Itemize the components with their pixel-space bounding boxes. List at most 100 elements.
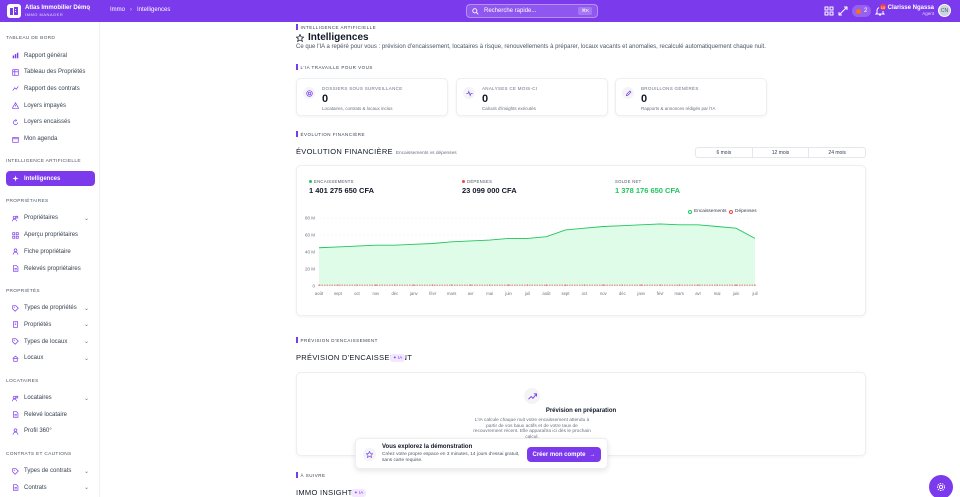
kpi-label-solde: SOLDE NET [615,179,642,184]
sidebar-item-tableau-des-proprietes[interactable]: Tableau des Propriétés [6,65,95,80]
depenses-point [678,284,680,286]
sidebar-item-label: Intelligences [24,175,61,182]
sidebar-item-label: Profil 360° [24,428,52,435]
app-logo[interactable] [7,4,21,18]
sidebar-item-types-de-proprietes[interactable]: Types de propriétés ⌄ [6,301,95,316]
brand-subtitle: IMMO MANAGER [25,12,64,17]
section-label-finance: ÉVOLUTION FINANCIÈRE [296,131,365,137]
depenses-point [754,284,756,286]
sidebar-item-rapport-general[interactable]: Rapport général [6,48,95,63]
x-tick-label: janv [409,291,419,296]
sidebar-item-label: Types de locaux [24,338,68,345]
breadcrumb-item-current: Intelligences [137,7,171,13]
sidebar-item-locataires[interactable]: Locataires ⌄ [6,391,95,406]
period-24-months[interactable]: 24 mois [828,149,846,156]
chevron-down-icon[interactable]: ⌄ [83,468,89,475]
calendar-icon [12,136,19,143]
chevron-down-icon[interactable]: ⌄ [83,322,89,329]
sidebar-item-types-de-locaux[interactable]: Types de locaux ⌄ [6,334,95,349]
sidebar-item-label: Relevé locataire [24,411,68,418]
depenses-point [735,284,737,286]
depenses-point [526,284,529,286]
kpi-value-depenses: 23 099 000 CFA [462,186,517,195]
insights-title: IMMO INSIGHTS [296,488,358,497]
x-tick-label: juin [504,291,512,296]
create-account-button[interactable]: Créer mon compte → [527,447,601,462]
alert-icon [12,102,19,109]
chevron-down-icon[interactable]: ⌄ [83,485,89,492]
sidebar-item-loyers-encaisses[interactable]: Loyers encaissés [6,115,95,130]
encaissements-line [318,223,756,249]
top-bar: Atlas Immobilier Démo IMMO MANAGER ‹ Imm… [0,0,960,22]
kpi-label: ANALYSES CE MOIS-CI [482,86,538,91]
chevron-down-icon[interactable]: ⌄ [83,395,89,402]
star-icon [363,448,376,461]
sidebar-item-rapport-des-contrats[interactable]: Rapport des contrats [6,81,95,96]
sidebar-item-intelligences[interactable]: Intelligences [6,171,95,187]
kpi-value: 0 [482,93,489,105]
finance-subtitle: Encaissements vs dépenses [395,151,457,156]
document-icon [12,484,19,491]
chevron-down-icon[interactable]: ⌄ [83,339,89,346]
user-icon [12,428,19,435]
x-tick-label: avr [468,291,474,296]
legend-depenses[interactable]: Dépenses [729,209,757,214]
apps-grid-icon[interactable] [824,6,834,16]
sidebar-item-label: Contrats [24,484,47,491]
kpi-value-solde: 1 378 176 650 CFA [615,186,681,195]
avatar[interactable]: CN [938,4,951,17]
user-menu[interactable]: Clarisse Ngassa Agent [888,5,934,16]
finance-title: ÉVOLUTION FINANCIÈRE Encaissements vs dép… [296,147,457,156]
sidebar-item-types-de-contrats[interactable]: Types de contrats ⌄ [6,464,95,479]
home-icon [12,355,19,362]
sidebar-item-proprietaires[interactable]: Propriétaires ⌄ [6,211,95,226]
chevron-down-icon[interactable]: ⌄ [83,305,89,312]
trend-up-icon [524,388,540,404]
bell-badge: 10 [879,3,887,11]
page-description: Ce que l'IA a repéré pour vous : prévisi… [296,44,766,50]
chevron-down-icon[interactable]: ⌄ [83,215,89,222]
sparkle-icon [12,175,19,182]
sidebar-item-releve-locataire[interactable]: Relevé locataire [6,407,95,422]
sidebar-item-profil-360[interactable]: Profil 360° [6,424,95,439]
period-12-months[interactable]: 12 mois [753,148,810,157]
breadcrumb-item-immo[interactable]: Immo [110,7,125,13]
sidebar-item-contrats[interactable]: Contrats ⌄ [6,480,95,495]
sidebar-item-fiche-proprietaire[interactable]: Fiche propriétaire [6,244,95,259]
sidebar-item-locaux[interactable]: Locaux ⌄ [6,351,95,366]
chevron-down-icon[interactable]: ⌄ [83,355,89,362]
trend-icon [12,85,19,92]
breadcrumb-separator: › [130,7,132,13]
sidebar-item-apercu-proprietaires[interactable]: Aperçu propriétaires [6,228,95,243]
sidebar-item-label: Propriétés [24,321,52,328]
sidebar-item-label: Fiche propriétaire [24,248,71,255]
depenses-point [318,284,320,286]
x-tick-label: févr [657,291,665,296]
sidebar-item-loyers-impayes[interactable]: Loyers impayés [6,98,95,113]
sidebar-item-label: Locaux [24,355,44,362]
sidebar-item-proprietes[interactable]: Propriétés ⌄ [6,317,95,332]
collapse-sidebar-icon[interactable]: ‹ [88,6,91,13]
x-tick-label: nov [372,291,380,296]
sidebar-item-label: Rapport des contrats [24,85,80,92]
search-input[interactable]: Recherche rapide... ⌘K [466,4,598,18]
depenses-point [583,284,585,286]
x-tick-label: janv [636,291,646,296]
period-6-months[interactable]: 6 mois [696,148,753,157]
depenses-point [697,284,699,286]
arrow-right-icon: → [589,451,596,458]
notifications-pill[interactable]: 2 [852,5,872,17]
user-name: Clarisse Ngassa [887,5,934,11]
kpi-label-encaissements: ENCAISSEMENTS [309,179,354,184]
refresh-icon [12,118,19,126]
legend-encaissements[interactable]: Encaissements [688,209,727,214]
depenses-point [470,284,472,286]
sidebar-item-label: Aperçu propriétaires [24,232,79,239]
sidebar-item-mon-agenda[interactable]: Mon agenda [6,132,95,147]
sidebar-item-releves-proprietaires[interactable]: Relevés propriétaires [6,261,95,276]
x-tick-label: oct [354,291,360,296]
x-tick-label: août [315,291,324,296]
fullscreen-icon[interactable] [838,6,848,16]
settings-fab[interactable] [929,475,953,497]
depenses-point [489,284,491,286]
